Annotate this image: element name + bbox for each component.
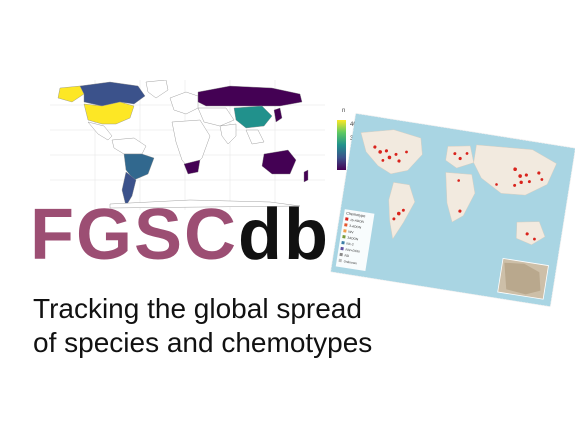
region-new-zealand [303,169,309,183]
occurrence-point [384,149,389,153]
occurrence-point [524,173,528,177]
choropleth-world-map [50,80,325,210]
occurrence-point [458,209,462,213]
occurrence-point [458,156,462,161]
occurrence-point [392,217,396,221]
chemotype-legend-entry: NIV [348,230,355,235]
logo-fgsc: FGSC [30,195,239,275]
region-greenland [145,80,169,99]
legend-tick: 40 [350,122,357,128]
chemotype-legend-title: Chemotype [346,211,366,218]
occurrence-point [513,183,517,187]
brand-logo: FGSCdb [30,199,330,271]
region-europe [169,91,199,115]
logo-db: db [238,195,330,275]
occurrence-point [397,159,401,163]
continent-australia [516,221,546,245]
chemotype-legend: Chemotype 15-ADON 3-ADON NIV 3ADON NX-2 … [335,209,375,272]
occurrence-point [373,145,377,149]
region-argentina [121,171,137,207]
region-russia [197,85,303,107]
occurrence-point [378,150,382,154]
chemotype-legend-entry: NX-2 [346,242,354,247]
occurrence-point [525,232,529,236]
region-usa [83,101,135,125]
chemotype-legend-entry: 3ADON [347,236,359,242]
tagline-line-1: Tracking the global spread [33,293,362,324]
region-brazil [123,153,155,181]
chemotype-legend-entry: Unknown [343,259,357,265]
occurrence-point [405,150,408,154]
occurrence-point [457,179,460,182]
occurrence-point [518,174,522,178]
region-china [233,105,273,129]
region-south-america-north [111,137,147,155]
occurrence-point [453,152,457,156]
region-india [219,123,237,145]
region-australia [261,149,297,175]
chemotype-legend-entry: 15-ADON [350,218,365,224]
continent-africa [445,172,476,223]
occurrence-points [373,145,544,241]
region-canada [79,81,146,107]
tagline: Tracking the global spread of species an… [33,292,372,360]
occurrence-point [381,159,385,162]
occurrence-point [465,152,469,155]
inset-map [497,257,549,300]
occurrence-world-map: Chemotype 15-ADON 3-ADON NIV 3ADON NX-2 … [330,113,575,307]
legend-title: n [342,108,346,114]
region-central-asia [197,107,235,127]
occurrence-point [540,178,544,181]
region-south-africa [183,159,201,175]
region-japan [273,107,283,123]
continent-north-america [360,129,423,175]
occurrence-point [537,171,541,175]
chemotype-legend-entry: 3-ADON [349,224,362,230]
region-mexico [87,121,113,141]
chemotype-legend-entry: ND [344,253,350,258]
region-antarctica [109,199,301,209]
legend-gradient-bar [337,120,346,170]
region-alaska [57,85,85,103]
occurrence-point [401,208,405,212]
occurrence-point [387,155,392,160]
region-southeast-asia [245,129,265,145]
occurrence-point [495,183,498,186]
occurrence-point [527,180,531,184]
continent-south-america [388,182,416,240]
tagline-line-2: of species and chemotypes [33,327,373,358]
occurrence-point [519,180,523,185]
occurrence-point [533,237,536,241]
occurrence-point [513,167,517,172]
chemotype-legend-entry: NIV+DON [345,247,360,253]
occurrence-point [394,152,398,156]
occurrence-point [396,211,401,216]
